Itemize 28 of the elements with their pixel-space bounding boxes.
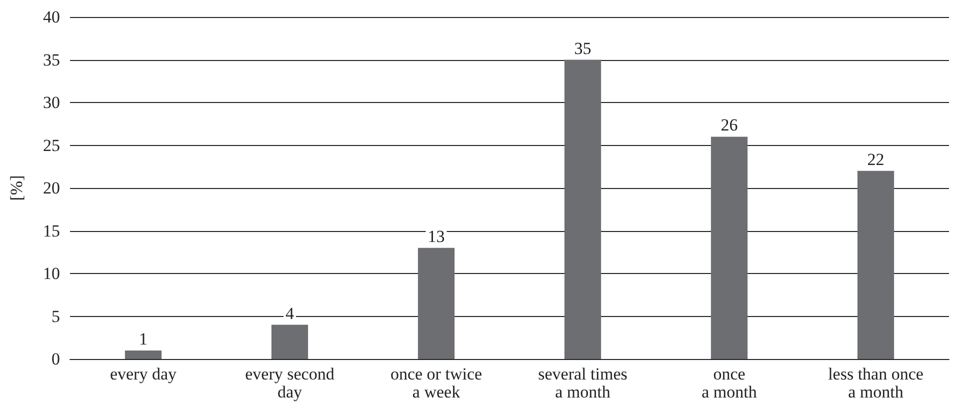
y-tick-label: 25	[43, 136, 60, 155]
y-tick-label: 30	[43, 93, 60, 112]
bar	[857, 170, 894, 359]
bar	[124, 350, 162, 359]
data-label: 13	[428, 226, 445, 246]
y-tick-label: 5	[52, 306, 60, 326]
y-tick-label: 10	[43, 264, 60, 283]
data-label: 35	[574, 38, 592, 58]
y-tick-label: 40	[43, 8, 60, 26]
data-label: 22	[867, 150, 884, 169]
x-tick-label: several times a month	[538, 364, 628, 402]
y-tick-label: 15	[43, 221, 60, 240]
x-tick-label: every second day	[245, 364, 335, 402]
data-label: 4	[286, 304, 294, 323]
bar	[564, 60, 602, 359]
x-tick-label: once a month	[702, 364, 758, 402]
x-tick-label: less than once a month	[828, 364, 924, 402]
y-axis-title: [%]	[7, 175, 26, 201]
y-tick-label: 35	[43, 50, 60, 70]
bar	[271, 324, 308, 359]
x-tick-label: once or twice a week	[390, 364, 482, 402]
bar	[418, 248, 455, 359]
y-tick-label: 20	[43, 178, 60, 198]
data-label: 1	[139, 329, 148, 348]
data-label: 26	[720, 116, 738, 135]
y-tick-label: 0	[52, 350, 60, 368]
bar	[710, 136, 748, 359]
x-tick-label: every day	[110, 364, 178, 384]
